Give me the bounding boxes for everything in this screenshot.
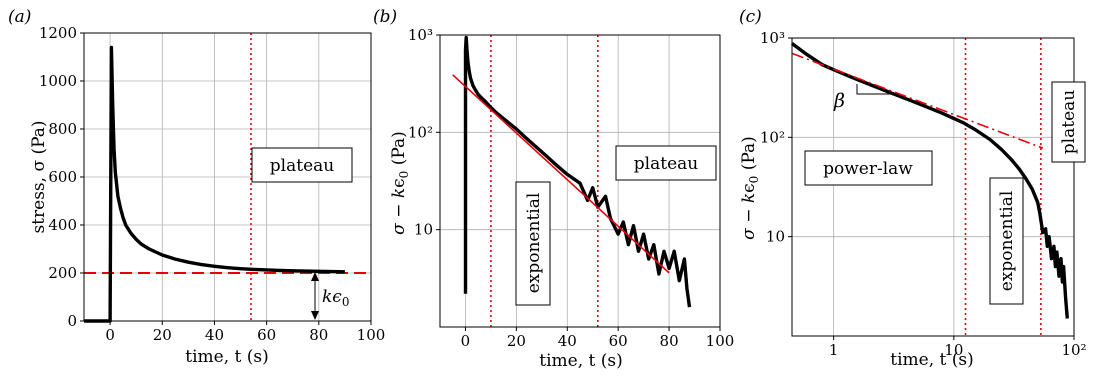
panel-b: (b) 0 20 40 60 80 100 10 10² 10³ time, t (s) σ −… xyxy=(373,7,734,371)
panel-a-k-epsilon-label: kϵ0 xyxy=(322,287,349,309)
panel-c-frame xyxy=(791,37,1075,337)
panel-b-xtick-label: 40 xyxy=(558,332,577,350)
panel-c-plateau-box xyxy=(1051,81,1086,163)
panel-b-xtick-label: 100 xyxy=(706,332,735,350)
panel-c-power-law-box xyxy=(804,150,933,186)
panel-c-label: (c) xyxy=(739,7,762,27)
panel-b-marks xyxy=(452,35,692,327)
panel-a-ylabel: stress, σ (Pa) xyxy=(29,120,49,233)
panel-c-fit-line xyxy=(791,52,1044,149)
panel-b-ylabel: σ − kϵ0 (Pa) xyxy=(389,131,411,235)
panel-c-marks xyxy=(790,38,1069,336)
panel-a-k-epsilon-arrow xyxy=(311,272,319,320)
panel-b-plateau-box xyxy=(615,145,717,181)
panel-c-plateau-label: plateau xyxy=(1059,90,1079,154)
panel-b-ticks: 0 20 40 60 80 100 10 10² 10³ xyxy=(408,26,734,350)
panel-b-exponential-label: exponential xyxy=(524,193,544,294)
panel-b-xtick-label: 20 xyxy=(507,332,526,350)
panel-a-ytick-label: 200 xyxy=(48,264,77,282)
panel-b-xtick-label: 0 xyxy=(461,332,471,350)
panel-a-xtick-label: 60 xyxy=(257,326,276,344)
panel-b-fit-line xyxy=(452,74,670,274)
panel-b-label: (b) xyxy=(373,7,397,27)
panel-c-xtick-label: 10² xyxy=(1061,341,1086,359)
panel-c-ytick-label: 10² xyxy=(760,128,785,146)
panel-a-frame xyxy=(83,32,372,322)
panel-c-xtick-label: 10 xyxy=(944,341,963,359)
panel-a-ytick-label: 800 xyxy=(48,120,77,138)
panel-c-exponential-label: exponential xyxy=(997,191,1017,292)
panel-a-label: (a) xyxy=(8,7,31,27)
panel-b-ytick-label: 10³ xyxy=(408,26,433,44)
panel-a-ytick-label: 1000 xyxy=(39,72,77,90)
panel-b-xtick-label: 60 xyxy=(609,332,628,350)
panel-c-slope-triangle xyxy=(856,84,894,95)
panel-c-grid xyxy=(792,38,1074,336)
panel-a-xlabel: time, t (s) xyxy=(185,347,268,367)
panel-a-ytick-label: 1200 xyxy=(39,24,77,42)
panel-a-xtick-label: 20 xyxy=(153,326,172,344)
panel-a-xtick-label: 80 xyxy=(309,326,328,344)
panel-b-grid xyxy=(440,35,720,327)
panel-b-ytick-label: 10² xyxy=(408,123,433,141)
panel-c-xlabel: time, t (s) xyxy=(890,350,973,370)
panel-c: (c) 1 10 10² 10 10² 10³ time, t (s) σ − kϵ0 (… xyxy=(739,7,1087,370)
panel-c-ylabel: σ − kϵ0 (Pa) xyxy=(739,136,761,240)
panel-b-ytick-label: 10 xyxy=(414,221,433,239)
panel-a-plateau-label: plateau xyxy=(270,156,334,176)
panel-c-power-law-label: power-law xyxy=(823,159,913,179)
panel-c-ytick-label: 10³ xyxy=(760,29,785,47)
panel-b-xtick-label: 80 xyxy=(660,332,679,350)
panel-a-ytick-label: 600 xyxy=(48,168,77,186)
panel-c-beta-label: β xyxy=(833,90,845,112)
panel-a-xtick-label: 40 xyxy=(205,326,224,344)
panel-c-data-series xyxy=(790,42,1069,319)
panel-a-data-series xyxy=(84,45,345,323)
panel-a-xtick-label: 0 xyxy=(105,326,115,344)
panel-b-frame xyxy=(439,34,721,328)
panel-c-exponential-box xyxy=(989,177,1024,305)
panel-c-ticks: 1 10 10² 10 10² 10³ xyxy=(760,29,1087,359)
panel-b-exponential-box xyxy=(515,181,551,306)
panel-b-data-series xyxy=(463,35,692,308)
panel-b-plateau-label: plateau xyxy=(634,154,698,174)
panel-a-xtick-label: 100 xyxy=(357,326,386,344)
panel-a-plateau-box xyxy=(251,147,353,183)
panel-c-xtick-label: 1 xyxy=(829,341,839,359)
panel-a-ytick-label: 0 xyxy=(67,312,77,330)
panel-c-ytick-label: 10 xyxy=(766,228,785,246)
panel-b-xlabel: time, t (s) xyxy=(539,351,622,371)
panel-a-marks xyxy=(84,33,371,323)
panel-a-ytick-label: 400 xyxy=(48,216,77,234)
